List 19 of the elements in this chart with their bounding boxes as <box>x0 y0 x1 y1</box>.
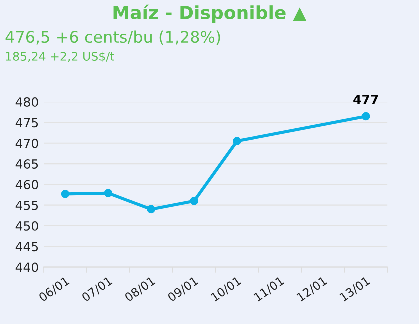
y-tick-label: 470 <box>16 138 38 148</box>
y-tick-label: 445 <box>16 242 38 252</box>
y-tick-label: 450 <box>16 221 38 231</box>
y-tick-label: 440 <box>16 262 38 272</box>
y-tick-label: 480 <box>16 98 38 107</box>
point <box>104 189 113 198</box>
y-tick-label: 465 <box>16 159 38 169</box>
point <box>61 190 70 198</box>
point <box>147 205 156 214</box>
y-tick-label: 460 <box>16 180 38 190</box>
point <box>362 112 370 121</box>
chart-subtitle: 476,5 +6 cents/bu (1,28%) <box>6 30 220 46</box>
y-tick-label: 475 <box>16 118 38 128</box>
data-label: 477 <box>354 95 378 104</box>
chart-title: Maíz - Disponible ▲ <box>114 4 307 24</box>
point <box>233 137 242 146</box>
y-tick-label: 455 <box>16 200 38 210</box>
point <box>190 197 198 206</box>
text: 185,24 +2,2 US$/t <box>6 52 114 63</box>
